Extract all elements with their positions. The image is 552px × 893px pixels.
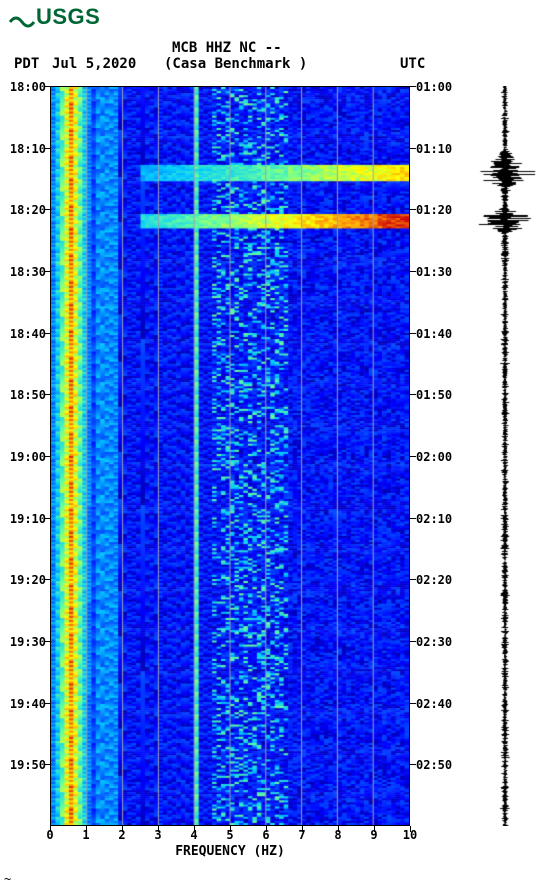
spectrogram-plot bbox=[50, 86, 410, 826]
seismogram-plot bbox=[470, 86, 540, 826]
seismogram-canvas bbox=[470, 86, 540, 826]
y-tick-right: 02:20 bbox=[416, 573, 452, 587]
y-tick-right: 02:50 bbox=[416, 758, 452, 772]
y-tick-left: 18:10 bbox=[10, 142, 46, 156]
y-tick-right: 02:10 bbox=[416, 512, 452, 526]
y-tick-right: 02:30 bbox=[416, 635, 452, 649]
tz-left-label: PDT bbox=[14, 56, 39, 72]
y-tick-left: 18:20 bbox=[10, 203, 46, 217]
y-tick-right: 02:40 bbox=[416, 697, 452, 711]
y-axis-left: 18:0018:1018:2018:3018:4018:5019:0019:10… bbox=[0, 86, 48, 826]
y-tick-left: 18:40 bbox=[10, 327, 46, 341]
station-label: MCB HHZ NC -- bbox=[172, 40, 282, 56]
y-tick-right: 01:50 bbox=[416, 388, 452, 402]
x-axis-label: FREQUENCY (HZ) bbox=[50, 844, 410, 859]
y-axis-right: 01:0001:1001:2001:3001:4001:5002:0002:10… bbox=[414, 86, 460, 826]
date-label: Jul 5,2020 bbox=[52, 56, 136, 72]
spectrogram-canvas bbox=[51, 87, 409, 825]
y-tick-left: 18:50 bbox=[10, 388, 46, 402]
y-tick-right: 01:40 bbox=[416, 327, 452, 341]
y-tick-left: 19:40 bbox=[10, 697, 46, 711]
y-tick-left: 19:10 bbox=[10, 512, 46, 526]
y-tick-right: 01:20 bbox=[416, 203, 452, 217]
y-tick-right: 01:10 bbox=[416, 142, 452, 156]
y-tick-left: 19:00 bbox=[10, 450, 46, 464]
tz-right-label: UTC bbox=[400, 56, 425, 72]
y-tick-left: 19:30 bbox=[10, 635, 46, 649]
y-tick-right: 01:30 bbox=[416, 265, 452, 279]
y-tick-right: 01:00 bbox=[416, 80, 452, 94]
usgs-logo: USGS bbox=[8, 4, 100, 30]
y-tick-right: 02:00 bbox=[416, 450, 452, 464]
y-tick-left: 18:30 bbox=[10, 265, 46, 279]
y-tick-left: 19:20 bbox=[10, 573, 46, 587]
footnote: ~ bbox=[4, 872, 11, 886]
y-tick-left: 19:50 bbox=[10, 758, 46, 772]
y-tick-left: 18:00 bbox=[10, 80, 46, 94]
location-label: (Casa Benchmark ) bbox=[164, 56, 307, 72]
